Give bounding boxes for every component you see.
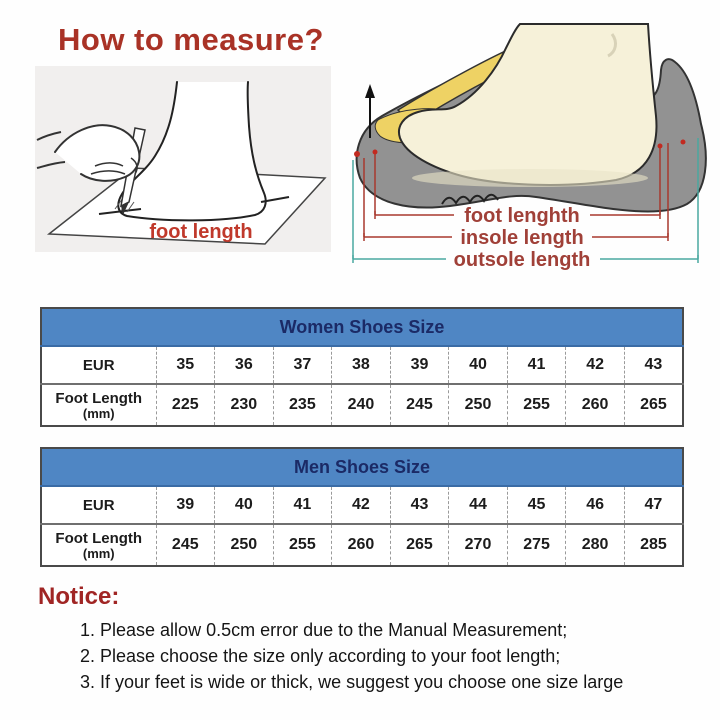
women-mm-cell: 265 bbox=[623, 383, 683, 426]
women-eur-cell: 37 bbox=[272, 345, 332, 384]
men-eur-cell: 46 bbox=[565, 485, 625, 524]
notice-section: Notice: 1. Please allow 0.5cm error due … bbox=[38, 583, 678, 695]
label-line: Foot Length bbox=[55, 389, 143, 407]
foot-tracing-illustration: foot length bbox=[35, 66, 331, 252]
men-mm-cell: 280 bbox=[565, 523, 625, 566]
label-line: (mm) bbox=[82, 545, 115, 561]
foot-tracing-drawing-icon: foot length bbox=[36, 81, 327, 245]
notice-item: 1. Please allow 0.5cm error due to the M… bbox=[80, 620, 568, 640]
men-eur-cell: 45 bbox=[506, 485, 566, 524]
men-eur-cell: 39 bbox=[155, 485, 215, 524]
insole-length-measure: insole length bbox=[363, 227, 669, 249]
men-mm-cell: 260 bbox=[331, 523, 391, 566]
page-title: How to measure? bbox=[58, 22, 324, 57]
outsole-length-label: outsole length bbox=[454, 249, 591, 271]
men-footlength-row: Foot Length (mm) 245 250 255 260 265 270… bbox=[41, 523, 683, 566]
men-eur-cell: 44 bbox=[448, 485, 508, 524]
women-table-title: Women Shoes Size bbox=[41, 308, 683, 347]
women-eur-cell: 36 bbox=[214, 345, 274, 384]
women-mm-cell: 225 bbox=[155, 383, 215, 426]
men-mm-cell: 250 bbox=[214, 523, 274, 566]
women-eur-cell: 39 bbox=[389, 345, 449, 384]
women-mm-cell: 260 bbox=[565, 383, 625, 426]
men-eur-row: EUR 39 40 41 42 43 44 45 46 47 bbox=[41, 485, 683, 524]
women-footlength-row: Foot Length (mm) 225 230 235 240 245 250… bbox=[41, 383, 683, 426]
men-mm-cell: 245 bbox=[155, 523, 215, 566]
women-footlength-label: Foot Length (mm) bbox=[41, 383, 156, 426]
women-mm-cell: 250 bbox=[448, 383, 508, 426]
men-eur-cell: 47 bbox=[623, 485, 683, 524]
shoe-cross-section-icon: foot lenghth insole length outsole lengt… bbox=[352, 23, 707, 271]
outsole-length-measure: outsole length bbox=[352, 249, 699, 271]
men-footlength-label: Foot Length (mm) bbox=[41, 523, 156, 566]
women-eur-row: EUR 35 36 37 38 39 40 41 42 43 bbox=[41, 345, 683, 384]
women-mm-cell: 240 bbox=[331, 383, 391, 426]
women-mm-cell: 230 bbox=[214, 383, 274, 426]
women-eur-cell: 38 bbox=[331, 345, 391, 384]
men-mm-cell: 255 bbox=[272, 523, 332, 566]
men-table-title: Men Shoes Size bbox=[41, 448, 683, 487]
women-size-table: Women Shoes Size EUR 35 36 37 38 39 40 4… bbox=[40, 307, 684, 427]
women-eur-label: EUR bbox=[41, 345, 156, 384]
men-eur-label: EUR bbox=[41, 485, 156, 524]
men-mm-cell: 275 bbox=[506, 523, 566, 566]
men-eur-cell: 41 bbox=[272, 485, 332, 524]
notice-item: 3. If your feet is wide or thick, we sug… bbox=[80, 672, 624, 692]
foot-length-measure: foot lenghth bbox=[374, 205, 661, 227]
men-mm-cell: 265 bbox=[389, 523, 449, 566]
women-eur-cell: 43 bbox=[623, 345, 683, 384]
women-eur-cell: 35 bbox=[155, 345, 215, 384]
men-mm-cell: 285 bbox=[623, 523, 683, 566]
up-arrow-icon bbox=[365, 84, 375, 138]
notice-title: Notice: bbox=[38, 583, 120, 610]
women-mm-cell: 245 bbox=[389, 383, 449, 426]
foot-length-caption: foot length bbox=[149, 221, 252, 243]
women-eur-cell: 42 bbox=[565, 345, 625, 384]
label-line: Foot Length bbox=[55, 529, 143, 547]
women-mm-cell: 235 bbox=[272, 383, 332, 426]
insole-length-label: insole length bbox=[460, 227, 583, 249]
men-size-table: Men Shoes Size EUR 39 40 41 42 43 44 45 … bbox=[40, 447, 684, 567]
women-eur-cell: 40 bbox=[448, 345, 508, 384]
foot-length-label: foot lenghth bbox=[464, 205, 580, 227]
shoe-cross-section-illustration: foot lenghth insole length outsole lengt… bbox=[350, 8, 715, 272]
notice-list: 1. Please allow 0.5cm error due to the M… bbox=[38, 617, 678, 695]
men-eur-cell: 40 bbox=[214, 485, 274, 524]
label-line: (mm) bbox=[82, 405, 115, 421]
women-eur-cell: 41 bbox=[506, 345, 566, 384]
men-eur-cell: 42 bbox=[331, 485, 391, 524]
men-mm-cell: 270 bbox=[448, 523, 508, 566]
women-mm-cell: 255 bbox=[506, 383, 566, 426]
men-eur-cell: 43 bbox=[389, 485, 449, 524]
notice-item: 2. Please choose the size only according… bbox=[80, 646, 561, 666]
